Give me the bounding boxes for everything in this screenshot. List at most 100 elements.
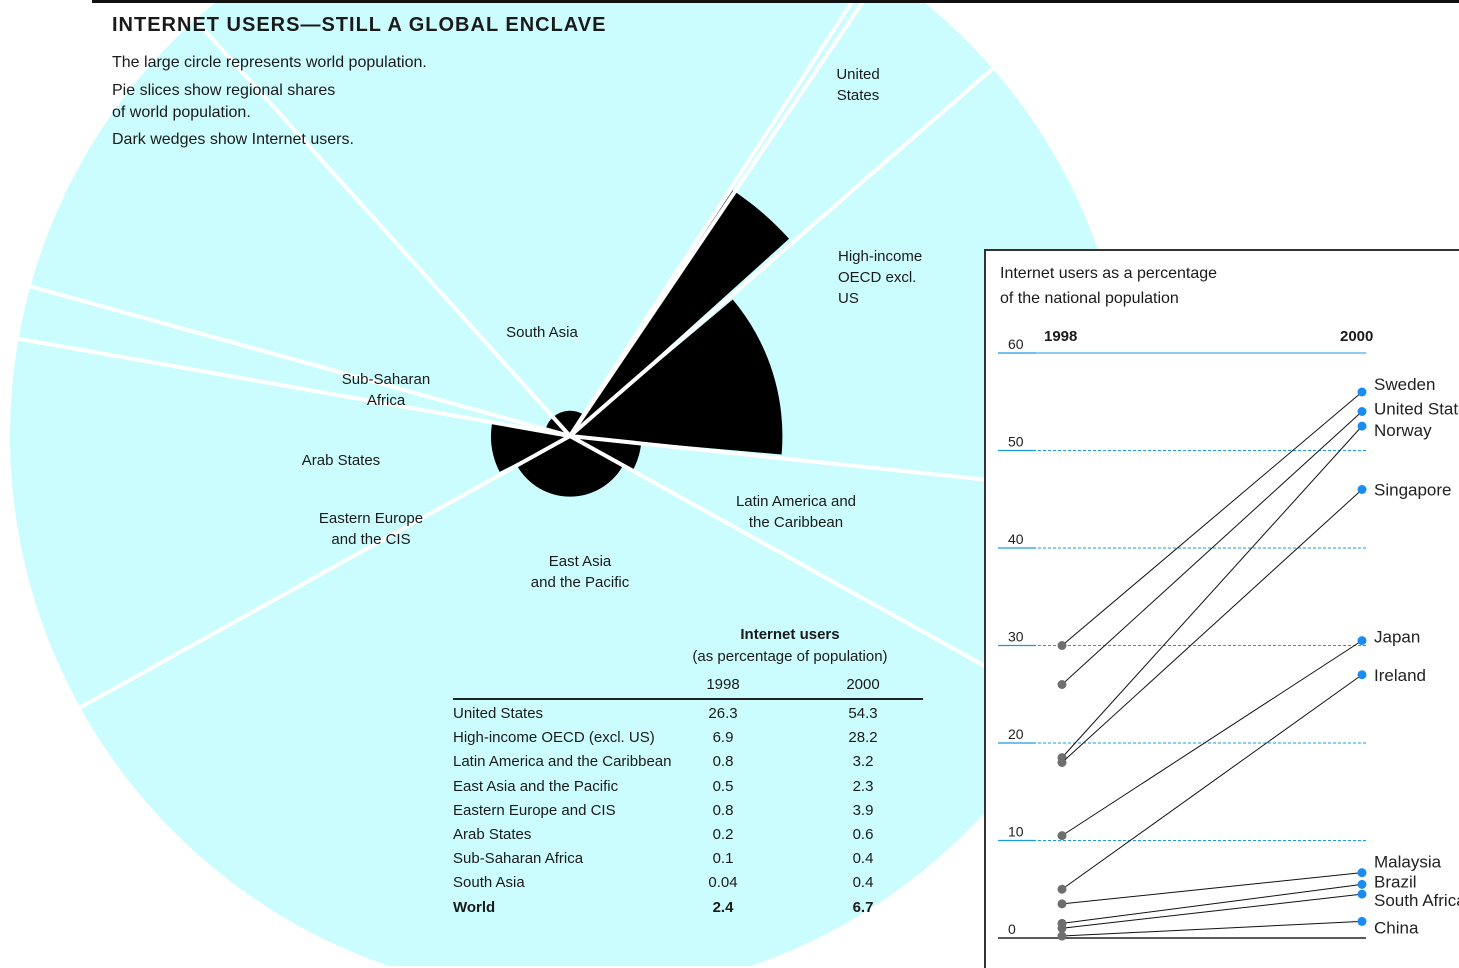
value-2000: 0.6 xyxy=(852,826,874,843)
row-name: Latin America and the Caribbean xyxy=(453,753,672,771)
slope-line-south-africa xyxy=(1061,893,1363,929)
note-circle: The large circle represents world popula… xyxy=(112,54,427,71)
slope-line-sweden xyxy=(1061,391,1363,646)
slice-divider xyxy=(568,0,867,438)
row-name: Arab States xyxy=(453,826,532,843)
slope-year-2000: 2000 xyxy=(1340,328,1374,345)
country-label-brazil: Brazil xyxy=(1374,872,1417,891)
slice-divider xyxy=(568,0,1075,438)
y-tick-label: 50 xyxy=(1008,434,1024,450)
slope-line-china xyxy=(1061,920,1363,937)
value-2000: 6.7 xyxy=(852,898,874,916)
point-2000-china xyxy=(1357,916,1367,926)
point-1998-sweden xyxy=(1057,641,1067,650)
value-1998: 6.9 xyxy=(712,729,734,747)
value-1998: 0.1 xyxy=(712,850,734,868)
country-label-norway: Norway xyxy=(1374,421,1432,440)
table-row: Latin America and the Caribbean 0.8 3.2 xyxy=(453,753,923,777)
row-name: World xyxy=(453,898,496,916)
point-1998-china xyxy=(1057,931,1067,941)
value-1998: 26.3 xyxy=(708,705,738,722)
table-subtitle: (as percentage of population) xyxy=(692,648,888,665)
slice-divider xyxy=(0,434,571,755)
row-name: East Asia and the Pacific xyxy=(453,777,619,795)
row-name: Eastern Europe and CIS xyxy=(453,801,616,819)
point-2000-singapore xyxy=(1357,485,1367,494)
value-1998: 0.8 xyxy=(712,753,734,771)
country-label-singapore: Singapore xyxy=(1374,481,1452,500)
slope-chart-title: Internet users as a percentage of the na… xyxy=(1000,265,1218,307)
region-label-eastern-europe: Eastern Europe and the CIS xyxy=(318,510,424,548)
wedge-south-asia xyxy=(553,410,584,436)
value-1998: 2.4 xyxy=(712,898,734,916)
row-name: Sub-Saharan Africa xyxy=(453,850,584,868)
slice-divider xyxy=(568,0,856,438)
country-label-japan: Japan xyxy=(1374,628,1420,647)
point-1998-ireland xyxy=(1057,884,1067,894)
y-tick-label: 30 xyxy=(1008,629,1024,645)
table-row: Eastern Europe and CIS 0.8 3.9 xyxy=(453,802,923,826)
region-label-sub-saharan-africa: Sub-Saharan Africa xyxy=(341,371,431,409)
note-slices: Pie slices show regional shares of world… xyxy=(112,82,336,121)
y-tick-label: 40 xyxy=(1008,531,1024,547)
wedge-high-income-oecd-excl-us xyxy=(571,299,783,455)
value-2000: 3.2 xyxy=(852,753,874,771)
point-1998-singapore xyxy=(1057,758,1067,767)
point-2000-japan xyxy=(1357,636,1367,646)
row-name: United States xyxy=(453,705,544,722)
row-name: South Asia xyxy=(453,874,525,892)
point-2000-norway xyxy=(1357,421,1367,431)
slope-line-norway xyxy=(1061,425,1363,758)
wedge-eastern-europe-and-cis xyxy=(491,423,569,472)
country-label-malaysia: Malaysia xyxy=(1374,853,1442,872)
slope-year-1998: 1998 xyxy=(1044,328,1078,345)
value-1998: 0.8 xyxy=(712,801,734,819)
region-label-south-asia: South Asia xyxy=(506,324,578,341)
slope-chart-canvas: 0 10 20 30 40 50 60 Sweden United States Norway Si… xyxy=(998,336,1459,941)
slope-line-japan xyxy=(1061,640,1363,837)
value-2000: 0.4 xyxy=(852,874,874,892)
country-label-china: China xyxy=(1374,918,1419,937)
slope-line-brazil xyxy=(1061,883,1363,924)
table-col-1998: 1998 xyxy=(706,676,740,693)
slice-divider xyxy=(0,275,571,438)
value-1998: 0.04 xyxy=(708,874,738,892)
value-1998: 0.5 xyxy=(712,777,734,795)
value-2000: 28.2 xyxy=(848,729,878,747)
point-2000-sweden xyxy=(1357,387,1367,397)
point-1998-united-states xyxy=(1057,680,1067,689)
country-label-sweden: Sweden xyxy=(1374,375,1435,394)
table-row: High-income OECD (excl. US) 6.9 28.2 xyxy=(453,729,923,753)
point-2000-united-states xyxy=(1357,407,1367,416)
y-tick-label: 10 xyxy=(1008,824,1024,840)
country-label-south-africa: South Africa xyxy=(1374,891,1459,910)
note-wedges: Dark wedges show Internet users. xyxy=(112,131,354,148)
page-title: INTERNET USERS—STILL A GLOBAL ENCLAVE xyxy=(112,14,607,36)
region-label-latin-america: Latin America and the Caribbean xyxy=(735,493,857,531)
country-label-united-states: United States xyxy=(1374,400,1459,419)
value-2000: 2.3 xyxy=(852,777,874,795)
table-row: Sub-Saharan Africa 0.1 0.4 xyxy=(453,850,923,874)
region-label-united-states: United States xyxy=(836,66,880,104)
table-row: Arab States 0.2 0.6 xyxy=(453,826,923,850)
region-label-high-income-oecd: High-income OECD excl. US xyxy=(838,248,923,307)
region-label-arab-states: Arab States xyxy=(301,452,381,469)
table-title: Internet users xyxy=(740,626,840,643)
table-col-2000: 2000 xyxy=(846,676,880,693)
slope-line-united-states xyxy=(1061,411,1363,685)
table-row: World 2.4 6.7 xyxy=(453,899,923,923)
region-label-east-asia: East Asia and the Pacific xyxy=(530,553,630,591)
point-1998-japan xyxy=(1057,831,1067,841)
table-header: Internet users (as percentage of populat… xyxy=(690,624,890,668)
slice-divider xyxy=(0,333,571,438)
slope-line-malaysia xyxy=(1061,872,1363,905)
table-row: East Asia and the Pacific 0.5 2.3 xyxy=(453,778,923,802)
y-tick-label: 60 xyxy=(1008,336,1024,352)
point-2000-brazil xyxy=(1357,879,1367,889)
y-tick-label: 0 xyxy=(1008,921,1016,937)
value-2000: 54.3 xyxy=(848,705,878,722)
point-2000-south-africa xyxy=(1357,889,1367,899)
point-1998-malaysia xyxy=(1057,899,1067,909)
value-2000: 0.4 xyxy=(852,850,874,868)
slope-line-ireland xyxy=(1061,674,1363,890)
